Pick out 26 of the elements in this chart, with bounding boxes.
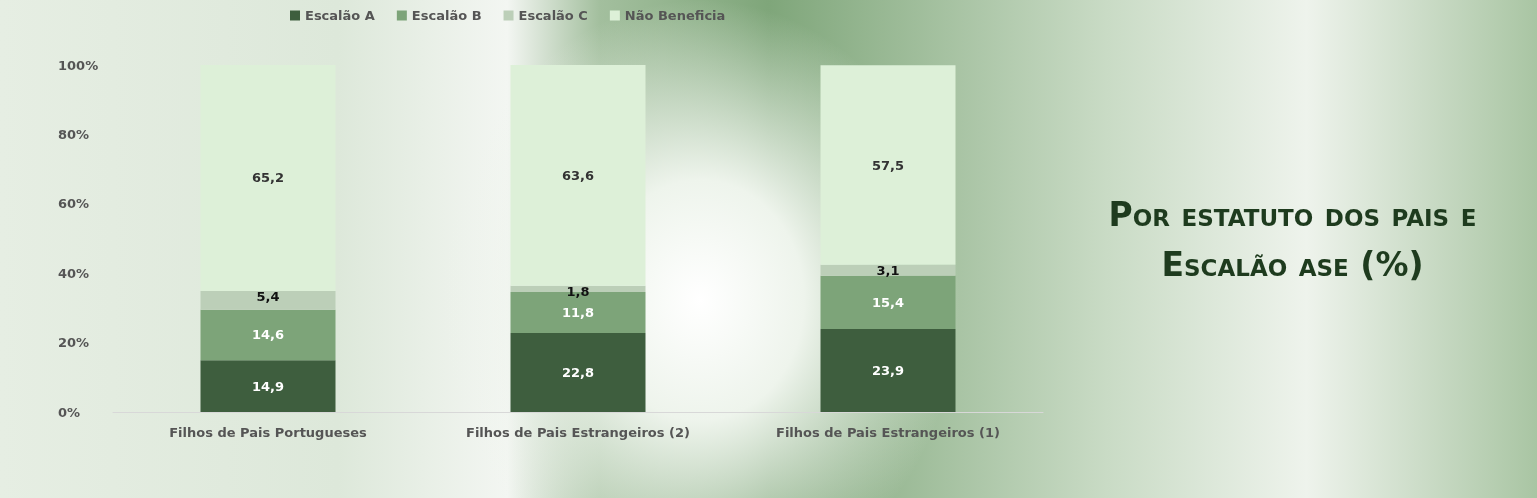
y-tick-label: 0% bbox=[58, 404, 81, 420]
legend-label: Escalão A bbox=[305, 8, 375, 23]
data-label: 14,6 bbox=[251, 327, 285, 343]
legend-label: Escalão C bbox=[518, 8, 588, 23]
data-label: 23,9 bbox=[871, 363, 905, 379]
text: Por estatuto dos pais e Escalão ase (%) bbox=[1107, 194, 1478, 286]
y-tick-label: 40% bbox=[58, 265, 90, 281]
data-label: 15,4 bbox=[871, 294, 905, 310]
data-label: 22,8 bbox=[561, 364, 595, 380]
y-tick-label: 80% bbox=[58, 126, 90, 142]
y-tick-label: 60% bbox=[58, 196, 90, 212]
x-tick-label: Filhos de Pais Estrangeiros (1) bbox=[776, 425, 1000, 440]
legend-label: Escalão B bbox=[411, 8, 482, 23]
x-tick-label: Filhos de Pais Portugueses bbox=[169, 425, 368, 440]
legend-label: Não Beneficia bbox=[624, 8, 726, 23]
data-label: 1,8 bbox=[566, 283, 590, 299]
data-label: 11,8 bbox=[561, 304, 595, 320]
data-label: 14,9 bbox=[251, 378, 285, 394]
y-tick-label: 20% bbox=[58, 335, 90, 351]
y-tick-label: 100% bbox=[58, 57, 99, 73]
data-label: 63,6 bbox=[561, 167, 595, 183]
data-label: 3,1 bbox=[876, 262, 900, 278]
data-label: 5,4 bbox=[256, 288, 280, 304]
x-tick-label: Filhos de Pais Estrangeiros (2) bbox=[466, 425, 690, 440]
data-label: 65,2 bbox=[251, 170, 285, 186]
data-label: 57,5 bbox=[871, 157, 905, 173]
